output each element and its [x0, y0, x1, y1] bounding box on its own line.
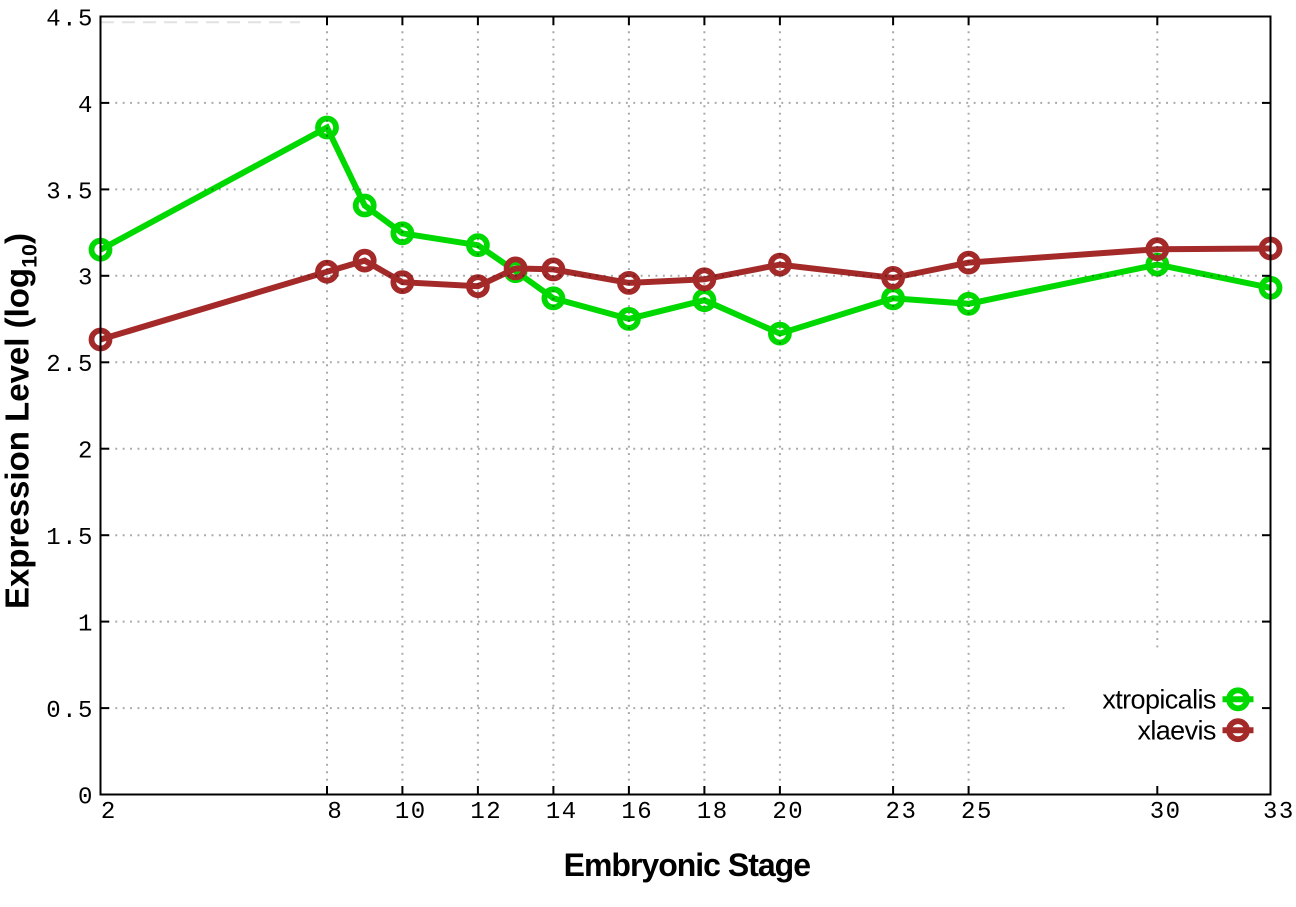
svg-text:Embryonic Stage: Embryonic Stage — [564, 847, 811, 883]
svg-text:.: . — [62, 352, 76, 379]
svg-text:2: 2 — [46, 352, 60, 379]
svg-text:3: 3 — [46, 179, 60, 206]
svg-text:1: 1 — [697, 799, 711, 826]
svg-text:3: 3 — [78, 266, 92, 293]
svg-text:4: 4 — [562, 799, 576, 826]
svg-text:1: 1 — [470, 799, 484, 826]
svg-text:4: 4 — [46, 6, 60, 33]
svg-text:3: 3 — [901, 799, 915, 826]
svg-text:3: 3 — [1263, 799, 1277, 826]
svg-text:2: 2 — [772, 799, 786, 826]
svg-text:2: 2 — [961, 799, 975, 826]
svg-text:0: 0 — [788, 799, 802, 826]
svg-text:0: 0 — [1166, 799, 1180, 826]
svg-text:xlaevis: xlaevis — [1137, 716, 1215, 746]
svg-text:3: 3 — [1150, 799, 1164, 826]
svg-text:.: . — [62, 525, 76, 552]
svg-text:2: 2 — [886, 799, 900, 826]
svg-text:1: 1 — [46, 525, 60, 552]
svg-text:1: 1 — [395, 799, 409, 826]
svg-text:.: . — [62, 179, 76, 206]
svg-text:5: 5 — [78, 525, 92, 552]
svg-text:2: 2 — [101, 799, 115, 826]
svg-text:4: 4 — [78, 93, 92, 120]
svg-text:5: 5 — [78, 6, 92, 33]
svg-text:0: 0 — [411, 799, 425, 826]
svg-text:5: 5 — [78, 698, 92, 725]
svg-text:Expression Level (log10): Expression Level (log10) — [0, 233, 42, 609]
svg-text:8: 8 — [713, 799, 727, 826]
svg-text:1: 1 — [546, 799, 560, 826]
svg-text:0: 0 — [78, 784, 92, 811]
svg-text:5: 5 — [977, 799, 991, 826]
svg-text:5: 5 — [78, 352, 92, 379]
svg-text:5: 5 — [78, 179, 92, 206]
svg-text:.: . — [62, 6, 76, 33]
svg-text:.: . — [62, 698, 76, 725]
svg-text:6: 6 — [637, 799, 651, 826]
svg-text:8: 8 — [327, 799, 341, 826]
svg-text:1: 1 — [78, 612, 92, 639]
svg-text:0: 0 — [46, 698, 60, 725]
svg-text:2: 2 — [486, 799, 500, 826]
svg-text:2: 2 — [78, 439, 92, 466]
svg-text:xtropicalis: xtropicalis — [1102, 685, 1216, 715]
svg-text:1: 1 — [621, 799, 635, 826]
svg-text:3: 3 — [1279, 799, 1293, 826]
